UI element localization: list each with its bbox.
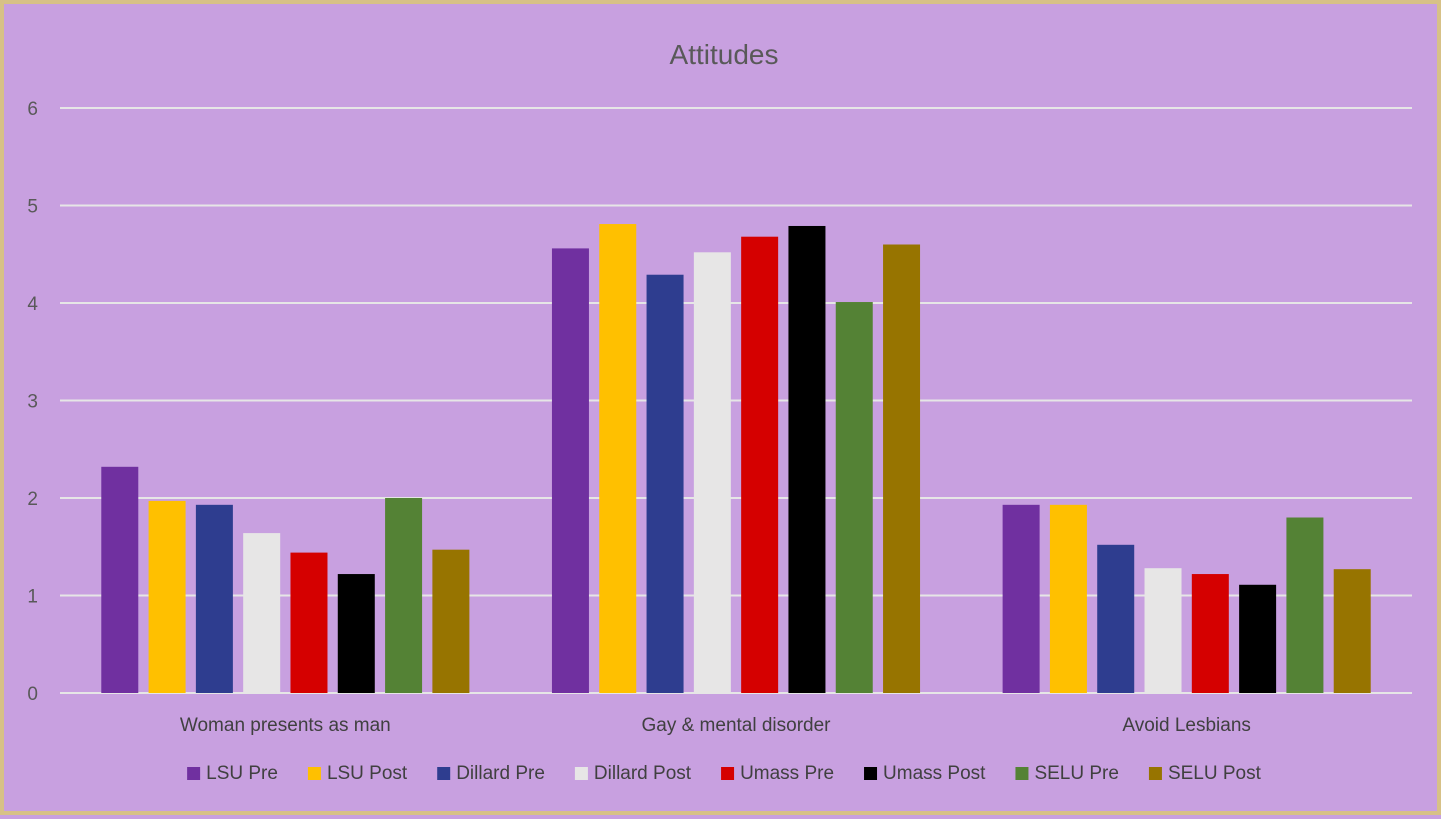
bar <box>148 500 186 693</box>
bar <box>1239 584 1277 693</box>
bars <box>101 224 1371 694</box>
bar <box>101 466 139 693</box>
bar <box>385 498 423 693</box>
bar <box>1191 574 1229 693</box>
bar <box>337 574 375 693</box>
bar <box>1049 504 1087 693</box>
y-axis-ticks: 0 1 2 3 4 5 6 <box>27 99 38 705</box>
legend-label: LSU Pre <box>206 763 278 784</box>
bar <box>599 224 637 693</box>
bar <box>883 244 921 693</box>
bar <box>1333 569 1371 693</box>
legend: LSU Pre LSU Post Dillard Pre Dillard Post Um… <box>187 763 1262 784</box>
legend-label: Umass Post <box>883 763 986 784</box>
gridlines <box>60 107 1412 694</box>
legend-label: LSU Post <box>327 763 408 784</box>
legend-swatch <box>1015 767 1029 780</box>
legend-swatch <box>307 767 321 780</box>
legend-swatch <box>187 767 201 780</box>
bar <box>195 504 233 693</box>
bar <box>1002 504 1040 693</box>
legend-label: Dillard Pre <box>456 763 545 784</box>
y-tick-label: 3 <box>27 392 38 413</box>
y-tick-label: 4 <box>27 294 38 315</box>
bar <box>741 236 779 693</box>
bar <box>835 302 873 693</box>
bar <box>1286 517 1324 693</box>
y-tick-label: 1 <box>27 587 38 608</box>
bar <box>788 225 826 693</box>
legend-swatch <box>574 767 588 780</box>
legend-label: SELU Post <box>1168 763 1262 784</box>
legend-swatch <box>437 767 451 780</box>
legend-swatch <box>864 767 878 780</box>
x-category-label: Gay & mental disorder <box>641 715 831 736</box>
bar <box>646 274 684 693</box>
legend-swatch <box>1148 767 1162 780</box>
x-category-label: Avoid Lesbians <box>1122 715 1251 736</box>
y-tick-label: 0 <box>27 684 38 705</box>
bar <box>243 533 281 693</box>
bar <box>1097 544 1135 693</box>
legend-label: SELU Pre <box>1034 763 1118 784</box>
bar <box>432 549 470 693</box>
legend-label: Dillard Post <box>594 763 692 784</box>
bar-chart: Attitudes 0 1 2 3 4 5 6 Woman presents as man G… <box>27 39 1412 784</box>
bar <box>290 552 328 693</box>
chart-title: Attitudes <box>670 39 779 70</box>
y-tick-label: 6 <box>27 99 38 120</box>
legend-swatch <box>721 767 735 780</box>
bar <box>551 248 589 693</box>
legend-label: Umass Pre <box>740 763 834 784</box>
y-tick-label: 5 <box>27 197 38 218</box>
x-axis-categories: Woman presents as man Gay & mental disord… <box>180 715 1251 736</box>
bar <box>1144 568 1182 693</box>
y-tick-label: 2 <box>27 489 38 510</box>
bar <box>693 252 731 694</box>
x-category-label: Woman presents as man <box>180 715 391 736</box>
